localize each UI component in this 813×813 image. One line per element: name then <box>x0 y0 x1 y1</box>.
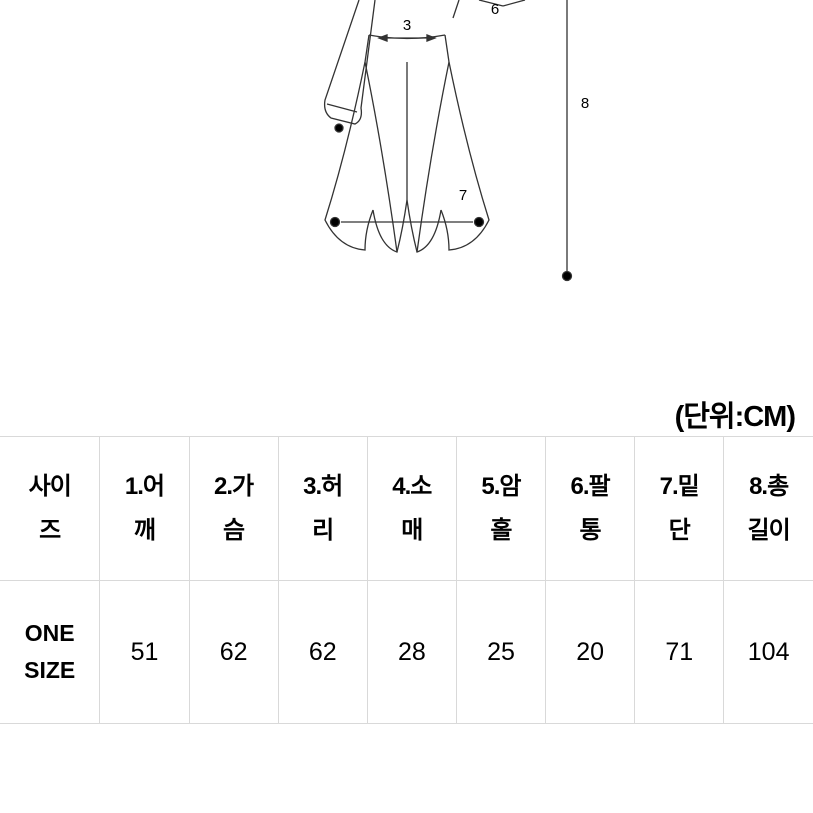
cell-chest: 62 <box>189 581 278 724</box>
col-length: 8.총길이 <box>724 437 813 581</box>
diagram-label-6: 6 <box>490 1 498 18</box>
table-header-row: 사이즈 1.어깨 2.가슴 3.허리 4.소매 5.암홀 6.팔통 7.밑단 8… <box>0 437 813 581</box>
page: 3 6 7 8 (단위:CM) 사이즈 1.어깨 2.가슴 3.허리 4.소매 … <box>0 0 813 813</box>
col-hem: 7.밑단 <box>635 437 724 581</box>
row-size-label: ONESIZE <box>0 581 100 724</box>
col-armwidth: 6.팔통 <box>546 437 635 581</box>
size-table-body: ONESIZE 51 62 62 28 25 20 71 104 <box>0 581 813 724</box>
diagram-label-8: 8 <box>580 95 588 112</box>
cell-sleeve: 28 <box>367 581 456 724</box>
garment-diagram: 3 6 7 8 <box>0 0 813 300</box>
col-armhole: 5.암홀 <box>456 437 545 581</box>
dress-diagram-svg: 3 6 7 8 <box>107 0 707 300</box>
size-table-head: 사이즈 1.어깨 2.가슴 3.허리 4.소매 5.암홀 6.팔통 7.밑단 8… <box>0 437 813 581</box>
cell-waist: 62 <box>278 581 367 724</box>
col-size: 사이즈 <box>0 437 100 581</box>
table-row: ONESIZE 51 62 62 28 25 20 71 104 <box>0 581 813 724</box>
col-waist: 3.허리 <box>278 437 367 581</box>
cell-shoulder: 51 <box>100 581 189 724</box>
cell-hem: 71 <box>635 581 724 724</box>
cell-length: 104 <box>724 581 813 724</box>
col-chest: 2.가슴 <box>189 437 278 581</box>
cell-armhole: 25 <box>456 581 545 724</box>
unit-label: (단위:CM) <box>675 393 795 435</box>
diagram-label-7: 7 <box>458 187 466 204</box>
size-table: 사이즈 1.어깨 2.가슴 3.허리 4.소매 5.암홀 6.팔통 7.밑단 8… <box>0 436 813 724</box>
diagram-label-3: 3 <box>402 17 410 34</box>
col-shoulder: 1.어깨 <box>100 437 189 581</box>
cell-armwidth: 20 <box>546 581 635 724</box>
col-sleeve: 4.소매 <box>367 437 456 581</box>
